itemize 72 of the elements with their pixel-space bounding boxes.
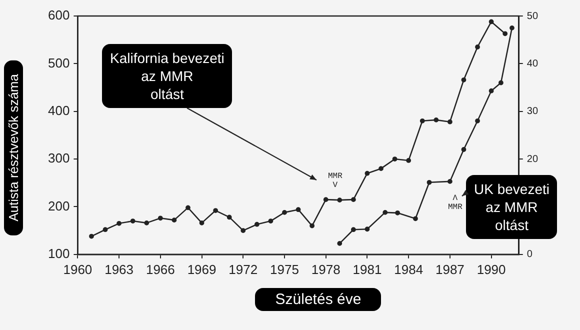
x-tick-label: 1975: [270, 262, 299, 277]
point: [475, 44, 480, 50]
point: [213, 208, 218, 213]
annotation: UK bevezeti az MMR oltást: [466, 175, 558, 239]
point: [89, 234, 94, 239]
point: [364, 170, 370, 176]
x-tick-label: 1981: [352, 262, 382, 277]
y2-tick-label: 40: [526, 58, 538, 70]
point: [186, 205, 190, 210]
point: [337, 240, 342, 246]
y-tick-label: 100: [48, 246, 70, 261]
point: [158, 216, 163, 221]
y-tick-label: 500: [48, 55, 70, 70]
point: [447, 179, 452, 184]
x-tick-label: 1960: [63, 262, 92, 277]
point: [323, 197, 328, 202]
x-axis-title: Születés éve: [255, 288, 382, 311]
point: [268, 218, 274, 224]
y2-tick-label: 0: [526, 249, 533, 260]
y-tick-label: 400: [48, 102, 70, 118]
point: [144, 220, 150, 226]
point: [350, 197, 356, 202]
point: [337, 198, 342, 202]
x-tick-label: 1984: [394, 262, 424, 277]
x-tick-label: 1972: [228, 262, 258, 277]
point: [434, 117, 439, 122]
y2-tick-label: 30: [526, 106, 538, 118]
point: [240, 228, 246, 234]
x-tick-label: 1963: [104, 262, 134, 277]
point: [461, 77, 466, 82]
point: [102, 227, 108, 232]
point: [296, 207, 301, 212]
point: [116, 220, 122, 226]
x-tick-label: 1990: [476, 262, 506, 277]
point: [413, 216, 418, 222]
y-tick-label: 600: [48, 8, 70, 23]
annotation: Kalifornia bevezeti az MMR oltást: [102, 44, 232, 108]
point: [382, 210, 388, 215]
point: [426, 180, 432, 185]
annotation: Λ MMR: [448, 194, 462, 212]
point: [378, 166, 384, 172]
y2-tick-label: 20: [526, 154, 538, 165]
point: [226, 214, 232, 220]
point: [282, 210, 287, 215]
point: [406, 158, 412, 163]
y-axis-title: Autista résztvevők száma: [4, 60, 23, 236]
x-tick-label: 1978: [311, 262, 340, 277]
x-tick-label: 1966: [146, 262, 175, 277]
point: [364, 226, 370, 232]
y2-tick-label: 50: [526, 10, 538, 22]
point: [130, 218, 136, 224]
point: [475, 118, 480, 124]
point: [447, 119, 452, 124]
point: [199, 220, 204, 226]
point: [488, 88, 494, 94]
point: [310, 223, 315, 228]
point: [461, 147, 466, 152]
point: [392, 156, 398, 162]
x-tick-label: 1969: [187, 262, 216, 277]
point: [254, 222, 260, 227]
point: [395, 210, 400, 216]
point: [498, 80, 504, 86]
annotation: MMR V: [328, 172, 342, 190]
point: [172, 218, 177, 223]
x-tick-label: 1987: [435, 262, 464, 277]
point: [350, 227, 356, 232]
point: [502, 31, 508, 36]
y-tick-label: 200: [48, 198, 70, 214]
point: [488, 19, 494, 24]
y-tick-label: 300: [48, 150, 70, 166]
point: [510, 25, 514, 30]
point: [420, 118, 425, 124]
